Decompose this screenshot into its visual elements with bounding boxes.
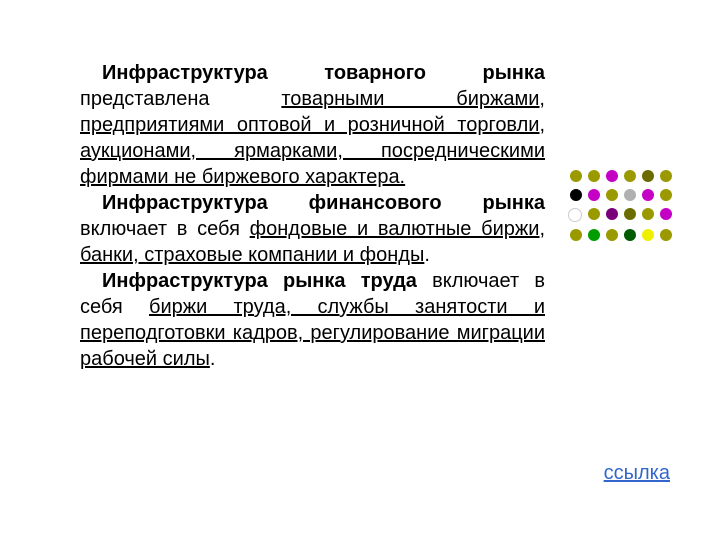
paragraph-labor: Инфраструктура рынка труда включает в се… <box>80 268 545 372</box>
dot-icon <box>568 208 582 222</box>
dot-icon <box>606 170 618 182</box>
dots-row <box>552 170 672 182</box>
dot-icon <box>588 229 600 241</box>
dot-icon <box>624 189 636 201</box>
dot-icon <box>606 189 618 201</box>
dot-icon <box>570 170 582 182</box>
dot-icon <box>624 229 636 241</box>
dot-icon <box>606 208 618 220</box>
dot-icon <box>642 229 654 241</box>
dot-icon <box>606 229 618 241</box>
dot-icon <box>588 189 600 201</box>
lead-labor: Инфраструктура рынка труда <box>102 270 417 292</box>
dot-icon <box>660 189 672 201</box>
dot-icon <box>642 170 654 182</box>
slide: Инфраструктура товарного рынка представл… <box>0 0 720 540</box>
reference-link[interactable]: ссылка <box>604 462 670 485</box>
paragraph-commodity: Инфраструктура товарного рынка представл… <box>80 60 545 190</box>
dots-row <box>552 189 672 201</box>
txt: представлена <box>80 88 281 110</box>
paragraph-financial: Инфраструктура финансового рынка включае… <box>80 190 545 268</box>
dot-icon <box>660 170 672 182</box>
txt: . <box>210 348 216 370</box>
dots-row <box>552 229 672 241</box>
dot-icon <box>624 208 636 220</box>
lead-commodity: Инфраструктура товарного рынка <box>102 62 545 84</box>
dot-icon <box>588 208 600 220</box>
dots-row <box>552 208 672 222</box>
dot-icon <box>642 208 654 220</box>
dot-icon <box>660 229 672 241</box>
dot-icon <box>588 170 600 182</box>
txt: . <box>424 244 430 266</box>
dot-icon <box>570 229 582 241</box>
list-labor: биржи труда, службы занятости и переподг… <box>80 296 545 370</box>
lead-financial: Инфраструктура финансового рынка <box>102 192 545 214</box>
body-text: Инфраструктура товарного рынка представл… <box>80 60 545 372</box>
txt: включает в себя <box>80 218 250 240</box>
dot-icon <box>570 189 582 201</box>
dot-icon <box>660 208 672 220</box>
dot-icon <box>624 170 636 182</box>
decorative-dots-grid <box>552 170 672 248</box>
dot-icon <box>642 189 654 201</box>
